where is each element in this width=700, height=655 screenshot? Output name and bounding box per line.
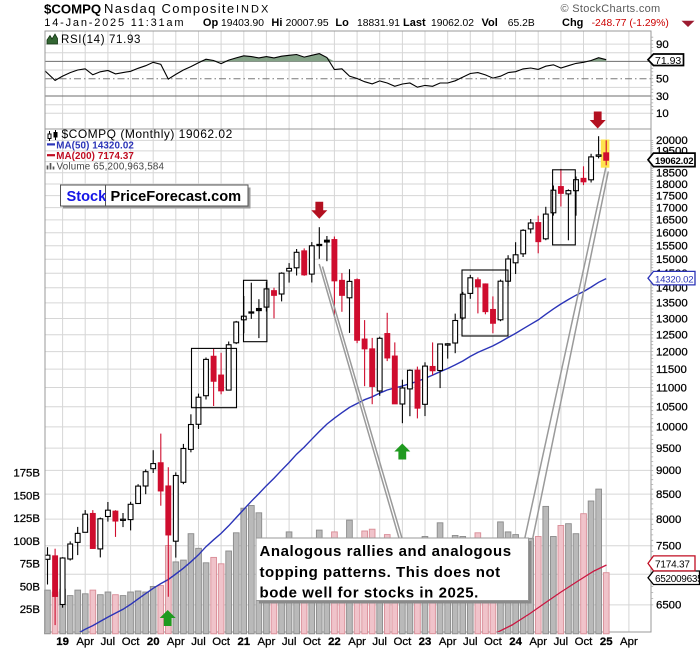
- svg-text:8000: 8000: [656, 514, 681, 526]
- svg-text:7500: 7500: [656, 541, 681, 553]
- svg-text:topping patterns. This does no: topping patterns. This does not: [260, 564, 501, 581]
- svg-text:Apr: Apr: [348, 636, 366, 648]
- svg-text:19062.02: 19062.02: [655, 156, 693, 167]
- svg-text:Jul: Jul: [282, 636, 297, 648]
- svg-text:125B: 125B: [13, 513, 40, 525]
- svg-text:15000: 15000: [656, 254, 688, 266]
- svg-text:20000: 20000: [656, 135, 688, 147]
- svg-text:10500: 10500: [656, 402, 688, 414]
- svg-text:50B: 50B: [20, 581, 40, 593]
- svg-text:MA(200) 7174.37: MA(200) 7174.37: [56, 151, 134, 162]
- svg-text:20: 20: [147, 636, 160, 648]
- svg-text:Apr: Apr: [529, 636, 547, 648]
- svg-text:22: 22: [328, 636, 341, 648]
- svg-text:13500: 13500: [656, 298, 688, 310]
- svg-text:RSI(14) 71.93: RSI(14) 71.93: [61, 34, 141, 46]
- svg-text:Apr: Apr: [167, 636, 185, 648]
- svg-text:PriceForecast.com: PriceForecast.com: [111, 189, 242, 205]
- svg-text:16000: 16000: [656, 228, 688, 240]
- svg-text:Jul: Jul: [101, 636, 116, 648]
- svg-text:Oct: Oct: [303, 636, 322, 648]
- svg-text:14320.02: 14320.02: [655, 274, 693, 285]
- svg-text:150B: 150B: [13, 490, 40, 502]
- svg-text:30: 30: [656, 91, 669, 103]
- svg-text:-248.77 (-1.29%): -248.77 (-1.29%): [592, 18, 669, 29]
- svg-text:Chg: Chg: [562, 17, 583, 29]
- svg-text:Jul: Jul: [191, 636, 206, 648]
- svg-text:10000: 10000: [656, 422, 688, 434]
- svg-text:14-Jan-2025 11:31am: 14-Jan-2025 11:31am: [44, 17, 185, 29]
- svg-text:175B: 175B: [13, 468, 40, 480]
- svg-text:7174.37: 7174.37: [655, 560, 690, 571]
- svg-text:17000: 17000: [656, 202, 688, 214]
- svg-text:19403.90: 19403.90: [221, 18, 264, 29]
- svg-text:Oct: Oct: [394, 636, 413, 648]
- svg-text:Apr: Apr: [258, 636, 276, 648]
- svg-text:Apr: Apr: [620, 636, 638, 648]
- svg-text:Vol: Vol: [482, 17, 498, 29]
- svg-text:90: 90: [656, 39, 669, 51]
- svg-text:19: 19: [56, 636, 69, 648]
- svg-text:Analogous rallies and analogou: Analogous rallies and analogous: [260, 543, 512, 560]
- svg-text:Jul: Jul: [372, 636, 387, 648]
- svg-text:9000: 9000: [656, 465, 681, 477]
- svg-text:Oct: Oct: [122, 636, 141, 648]
- svg-text:16500: 16500: [656, 215, 688, 227]
- svg-text:17500: 17500: [656, 190, 688, 202]
- svg-text:INDX: INDX: [236, 4, 270, 16]
- svg-text:Lo: Lo: [335, 17, 349, 29]
- svg-text:71.93: 71.93: [655, 55, 681, 67]
- svg-text:23: 23: [419, 636, 432, 648]
- svg-text:12500: 12500: [656, 330, 688, 342]
- svg-text:Last: Last: [403, 17, 426, 29]
- svg-text:25: 25: [600, 636, 613, 648]
- svg-text:65.2B: 65.2B: [508, 18, 535, 29]
- svg-text:24: 24: [509, 636, 522, 648]
- svg-text:11500: 11500: [656, 364, 687, 376]
- svg-text:18831.91: 18831.91: [357, 18, 400, 29]
- svg-text:18500: 18500: [656, 168, 688, 180]
- svg-text:12000: 12000: [656, 346, 688, 358]
- svg-text:$COMPQ: $COMPQ: [44, 2, 101, 17]
- svg-text:100B: 100B: [13, 536, 40, 548]
- svg-text:Hi: Hi: [271, 17, 282, 29]
- svg-text:13000: 13000: [656, 313, 688, 325]
- svg-text:Stock: Stock: [67, 189, 108, 205]
- svg-text:20007.95: 20007.95: [286, 18, 329, 29]
- svg-text:11000: 11000: [656, 382, 687, 394]
- svg-text:Apr: Apr: [76, 636, 94, 648]
- svg-text:Jul: Jul: [554, 636, 569, 648]
- svg-text:50: 50: [656, 74, 669, 86]
- svg-text:MA(50) 14320.02: MA(50) 14320.02: [56, 140, 134, 151]
- svg-text:8500: 8500: [656, 489, 681, 501]
- svg-text:75B: 75B: [20, 559, 40, 571]
- svg-text:10: 10: [656, 108, 669, 120]
- svg-text:6500: 6500: [656, 600, 681, 612]
- svg-text:18000: 18000: [656, 179, 688, 191]
- svg-text:652009635: 652009635: [655, 574, 700, 585]
- svg-text:Oct: Oct: [484, 636, 503, 648]
- svg-text:$COMPQ (Monthly) 19062.02: $COMPQ (Monthly) 19062.02: [62, 127, 233, 141]
- svg-text:© StockCharts.com: © StockCharts.com: [561, 3, 661, 15]
- svg-text:Jul: Jul: [463, 636, 478, 648]
- svg-text:Op: Op: [203, 17, 219, 29]
- svg-text:21: 21: [237, 636, 250, 648]
- svg-text:Volume 65,200,963,584: Volume 65,200,963,584: [57, 162, 165, 173]
- svg-text:Apr: Apr: [439, 636, 457, 648]
- svg-text:9500: 9500: [656, 443, 681, 455]
- svg-text:Oct: Oct: [212, 636, 231, 648]
- svg-text:Oct: Oct: [575, 636, 594, 648]
- svg-text:bode well for stocks in 2025.: bode well for stocks in 2025.: [260, 585, 479, 602]
- svg-text:Nasdaq Composite: Nasdaq Composite: [104, 1, 235, 16]
- svg-text:25B: 25B: [20, 604, 40, 616]
- svg-text:19062.02: 19062.02: [431, 18, 474, 29]
- svg-text:15500: 15500: [656, 241, 688, 253]
